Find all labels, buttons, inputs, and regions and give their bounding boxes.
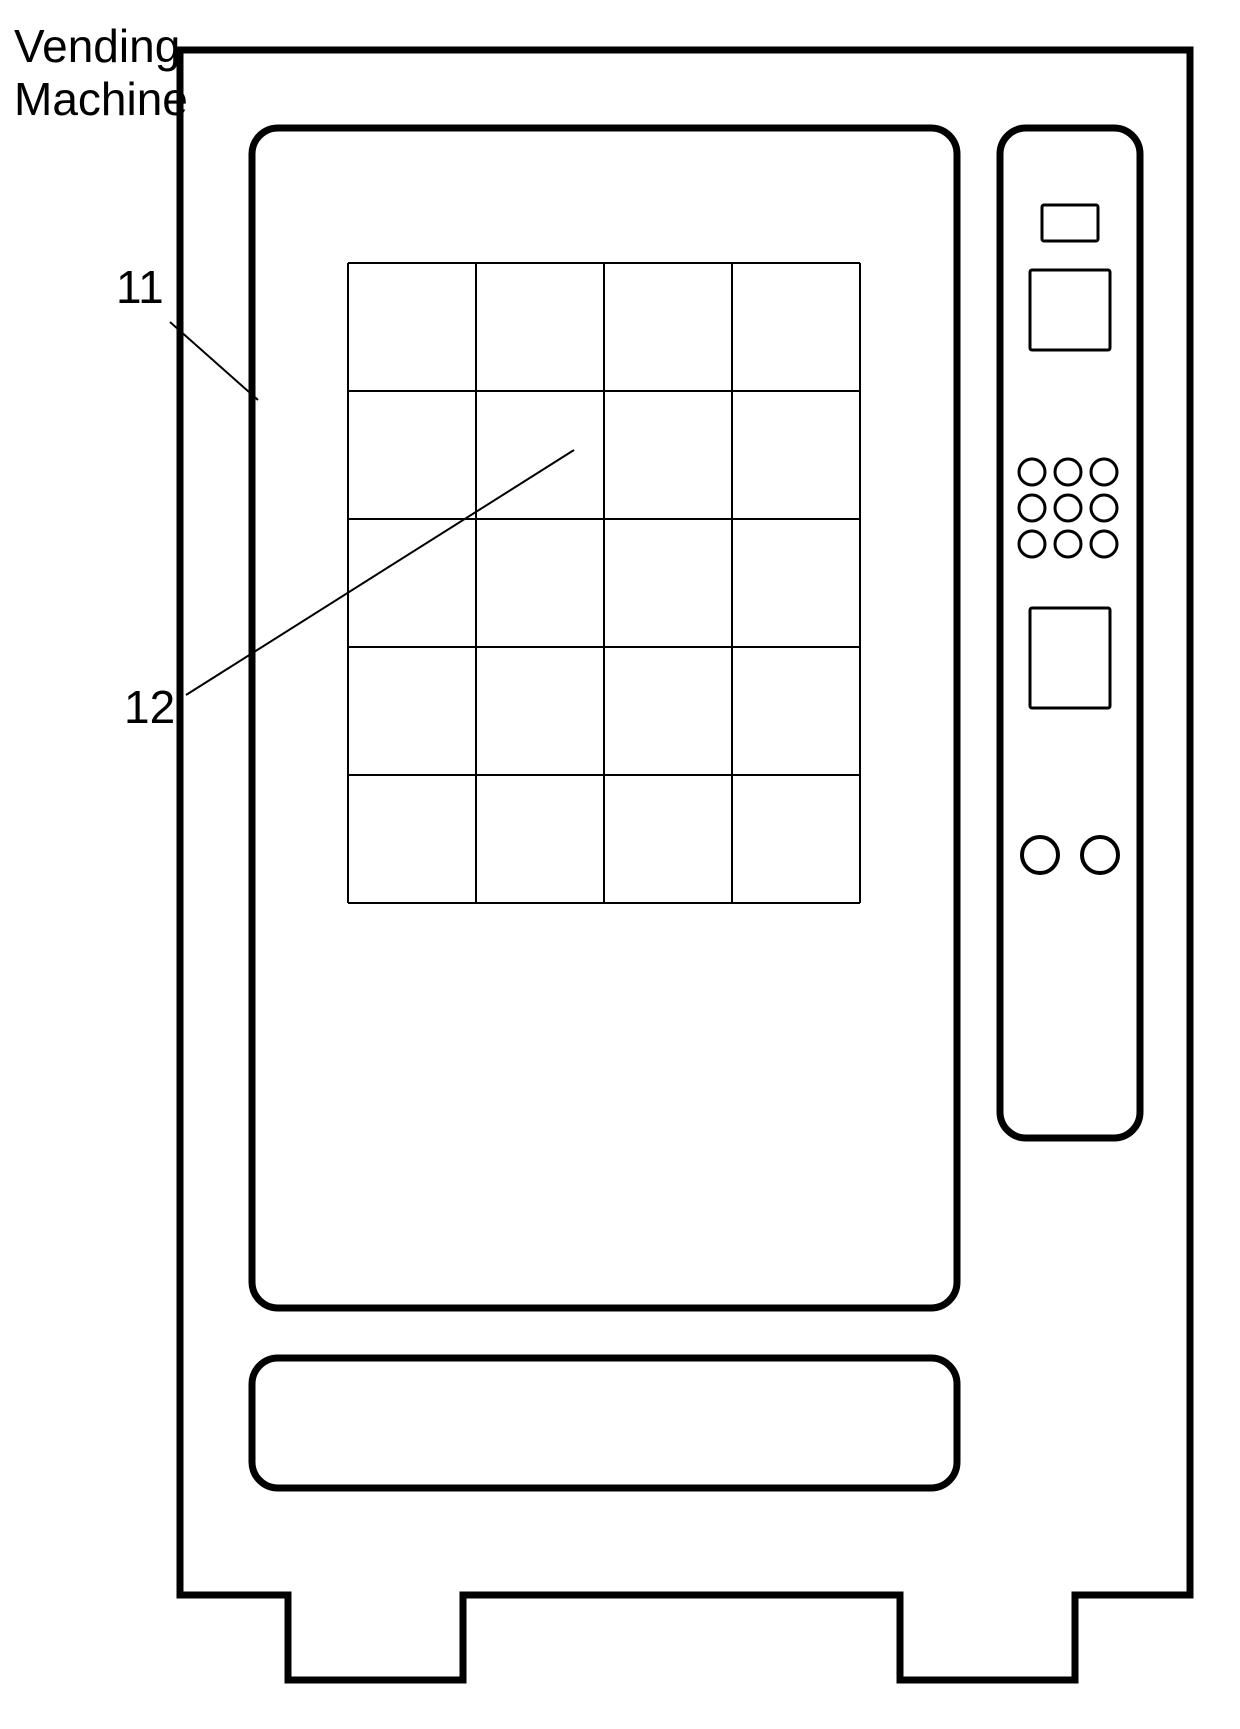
keypad-button [1091, 459, 1117, 485]
dispense-tray [252, 1358, 957, 1488]
coin-button [1022, 837, 1058, 873]
cabinet-outline [180, 50, 1190, 1680]
vending-machine-diagram [0, 0, 1240, 1729]
keypad-button [1091, 531, 1117, 557]
panel-lower-display [1030, 608, 1110, 708]
keypad-button [1019, 531, 1045, 557]
keypad-button [1019, 459, 1045, 485]
coin-button [1082, 837, 1118, 873]
keypad-button [1055, 531, 1081, 557]
leader-line-12 [186, 450, 574, 695]
keypad-button [1019, 495, 1045, 521]
keypad-button [1055, 459, 1081, 485]
panel-small-display [1042, 205, 1098, 241]
control-panel-frame [1000, 128, 1140, 1138]
panel-medium-display [1030, 270, 1110, 350]
keypad-button [1055, 495, 1081, 521]
keypad-button [1091, 495, 1117, 521]
